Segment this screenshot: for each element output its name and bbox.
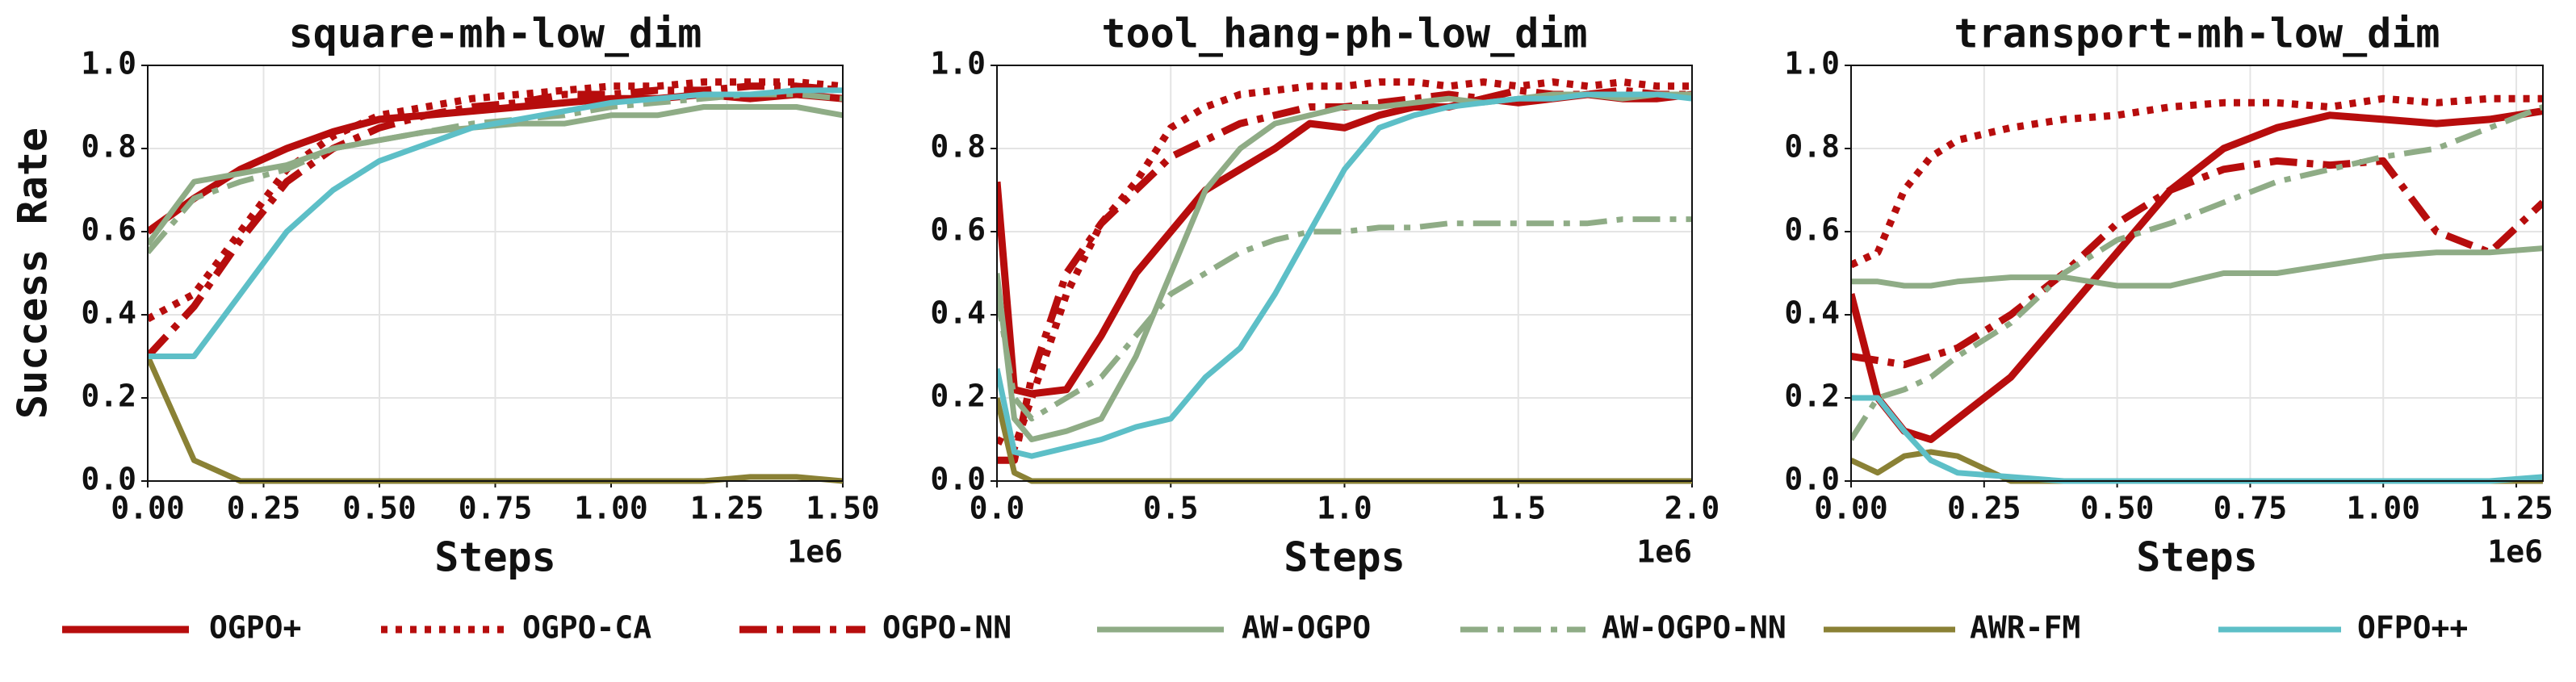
axes-frame [996, 65, 1693, 482]
y-tick-label: 0.8 [81, 129, 136, 165]
series-line [997, 86, 1692, 464]
x-tick-label: 0.00 [1814, 491, 1888, 526]
x-tick-label: 0.5 [1143, 491, 1199, 526]
series-line [1851, 104, 2543, 441]
x-tick-label: 1.00 [574, 491, 648, 526]
x-axis-label: Steps [434, 534, 556, 581]
legend-label: OGPO-CA [522, 610, 651, 646]
x-offset-label: 1e6 [1636, 534, 1692, 570]
y-tick-label: 0.0 [930, 462, 986, 497]
y-tick-label: 0.4 [81, 295, 136, 331]
x-offset-label: 1e6 [787, 534, 843, 570]
x-tick-label: 0.50 [2080, 491, 2155, 526]
y-tick-label: 0.0 [1784, 462, 1840, 497]
x-tick-label: 1.5 [1490, 491, 1546, 526]
y-tick-label: 0.6 [81, 212, 136, 248]
y-tick-label: 0.0 [81, 462, 136, 497]
x-tick-label: 1.25 [690, 491, 764, 526]
legend-label: OGPO+ [209, 610, 301, 646]
subplot: 0.0 0.2 0.4 0.6 0.8 1.0 0.00 0.25 0.50 0.75 1.00 1.… [10, 10, 880, 581]
x-tick-label: 1.25 [2479, 491, 2553, 526]
series-line [1851, 157, 2543, 369]
subplot: 0.0 0.2 0.4 0.6 0.8 1.0 0.00 0.25 0.50 0.75 1.00 1.… [1784, 10, 2553, 581]
series-line [148, 82, 843, 359]
subplot-title: tool_hang-ph-low_dim [1101, 10, 1587, 57]
legend-label: OGPO-NN [882, 610, 1012, 646]
x-tick-label: 0.75 [459, 491, 533, 526]
y-tick-label: 0.2 [930, 379, 986, 414]
x-tick-label: 0.00 [111, 491, 185, 526]
legend-label: AW-OGPO [1242, 610, 1371, 646]
legend: OGPO+ OGPO-CA OGPO-NN AW-OGPO AW-OGPO-NN AWR-… [62, 610, 2468, 646]
y-tick-label: 1.0 [930, 46, 986, 82]
x-tick-label: 0.25 [1947, 491, 2021, 526]
x-tick-label: 0.0 [970, 491, 1025, 526]
x-tick-label: 1.00 [2346, 491, 2420, 526]
series-line [1851, 449, 2543, 484]
y-tick-label: 0.8 [930, 129, 986, 165]
y-tick-label: 1.0 [1784, 46, 1840, 82]
y-tick-label: 1.0 [81, 46, 136, 82]
x-axis-label: Steps [1284, 534, 1405, 581]
series-line [148, 87, 843, 359]
legend-label: AWR-FM [1970, 610, 2080, 646]
x-tick-label: 1.0 [1317, 491, 1372, 526]
axes-frame [147, 65, 844, 482]
series-line [997, 91, 1692, 459]
y-tick-label: 0.8 [1784, 129, 1840, 165]
legend-label: AW-OGPO-NN [1602, 610, 1786, 646]
x-offset-label: 1e6 [2487, 534, 2543, 570]
x-tick-label: 2.0 [1665, 491, 1720, 526]
axes-frame [1850, 65, 2544, 482]
subplot: 0.0 0.2 0.4 0.6 0.8 1.0 0.0 0.5 1.0 1.5 2.0 tool_ha… [930, 10, 1719, 581]
x-tick-label: 0.50 [342, 491, 417, 526]
y-tick-label: 0.2 [1784, 379, 1840, 414]
x-tick-label: 0.75 [2214, 491, 2288, 526]
x-axis-label: Steps [2136, 534, 2258, 581]
y-tick-label: 0.6 [1784, 212, 1840, 248]
y-tick-label: 0.4 [1784, 295, 1840, 331]
series-line [1851, 395, 2543, 484]
y-tick-label: 0.6 [930, 212, 986, 248]
y-tick-label: 0.2 [81, 379, 136, 414]
y-axis-label: Success Rate [10, 128, 57, 419]
subplot-title: transport-mh-low_dim [1954, 10, 2440, 57]
series-line [1851, 245, 2543, 289]
subplot-title: square-mh-low_dim [289, 10, 702, 57]
series-line [997, 216, 1692, 422]
series-line [1851, 94, 2543, 269]
series-line [1851, 107, 2543, 443]
legend-label: OFPO++ [2357, 610, 2468, 646]
x-tick-label: 1.50 [806, 491, 880, 526]
x-tick-label: 0.25 [227, 491, 301, 526]
y-tick-label: 0.4 [930, 295, 986, 331]
series-line [997, 78, 1692, 452]
